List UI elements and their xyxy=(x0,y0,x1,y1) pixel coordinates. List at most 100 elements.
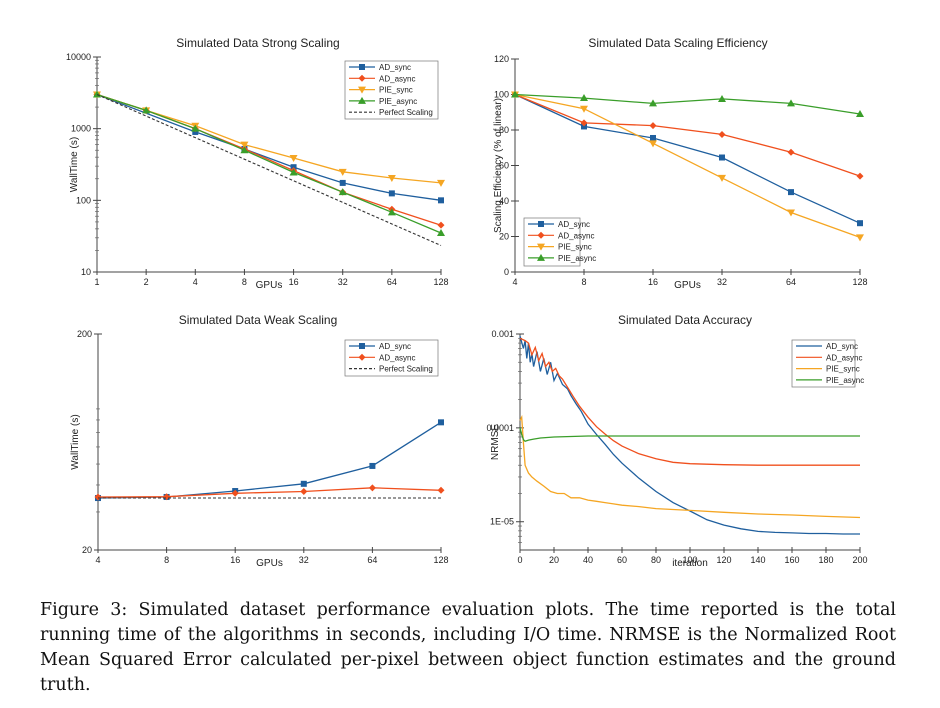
legend-label: Perfect Scaling xyxy=(379,365,433,374)
x-tick-label: 0 xyxy=(517,555,522,565)
series-line xyxy=(97,487,442,498)
series-line xyxy=(96,93,442,234)
legend-label: PIE_sync xyxy=(558,243,592,252)
data-point xyxy=(581,123,587,130)
x-tick-label: 8 xyxy=(164,555,169,565)
x-tick-label: 4 xyxy=(95,555,100,565)
data-point xyxy=(387,208,396,216)
data-point xyxy=(240,146,249,154)
x-axis-label: GPUs xyxy=(256,558,283,569)
data-point xyxy=(787,209,795,217)
legend-marker xyxy=(358,86,366,94)
chart-title: Simulated Data Strong Scaling xyxy=(176,36,339,50)
y-tick-label: 1000 xyxy=(71,124,91,134)
legend-label: AD_async xyxy=(379,74,415,83)
y-tick-label: 20 xyxy=(82,545,92,555)
chart-scaling-efficiency: Simulated Data Scaling Efficiency 0 20 40 60… xyxy=(493,36,868,291)
legend: AD_sync AD_async PIE_sync PIE_async Perfect … xyxy=(344,60,439,120)
legend-label: AD_async xyxy=(379,353,415,362)
x-tick-label: 128 xyxy=(433,277,448,287)
series-ad-async xyxy=(519,337,860,466)
x-tick-label: 32 xyxy=(338,277,348,287)
series-line xyxy=(519,335,860,535)
chart-strong-scaling: Simulated Data Strong Scaling 10 100 1000 10… xyxy=(66,36,449,291)
y-tick-label: 80 xyxy=(499,125,509,135)
legend-label: PIE_async xyxy=(826,376,864,385)
data-point xyxy=(580,94,588,102)
x-tick-label: 100 xyxy=(682,555,697,565)
y-tick-label: 1E-05 xyxy=(490,517,514,527)
legend-label: AD_async xyxy=(826,353,862,362)
data-point xyxy=(437,486,445,494)
legend-marker xyxy=(537,243,545,251)
data-point xyxy=(788,189,794,196)
legend-marker xyxy=(358,74,366,82)
x-tick-label: 32 xyxy=(717,277,727,287)
series-pie-sync xyxy=(511,91,864,242)
data-point xyxy=(437,221,445,229)
y-tick-label: 60 xyxy=(499,161,509,171)
chart-title: Simulated Data Accuracy xyxy=(618,313,752,327)
series-pie-sync xyxy=(519,414,861,519)
x-axis-label: iteration xyxy=(672,558,708,569)
y-axis-label: NRMSE xyxy=(490,424,501,460)
legend-label: PIE_sync xyxy=(826,365,860,374)
legend-marker xyxy=(358,96,366,104)
x-tick-label: 128 xyxy=(433,555,448,565)
x-tick-label: 4 xyxy=(193,277,198,287)
series-line xyxy=(519,414,861,519)
x-tick-label: 180 xyxy=(818,555,833,565)
data-point xyxy=(856,234,864,242)
x-tick-label: 200 xyxy=(852,555,867,565)
y-tick-label: 120 xyxy=(494,54,509,64)
chart-title: Simulated Data Scaling Efficiency xyxy=(588,36,767,50)
legend-box xyxy=(791,339,856,388)
x-tick-label: 8 xyxy=(242,277,247,287)
x-tick-label: 140 xyxy=(750,555,765,565)
y-axis-label: WallTime (s) xyxy=(70,414,81,469)
x-tick-label: 4 xyxy=(512,277,517,287)
data-point xyxy=(142,106,151,114)
y-tick-label: 10000 xyxy=(66,52,91,62)
x-tick-label: 64 xyxy=(387,277,397,287)
x-tick-label: 40 xyxy=(583,555,593,565)
series-line xyxy=(514,93,861,115)
data-point xyxy=(240,141,249,149)
data-point xyxy=(649,140,657,148)
data-point xyxy=(369,462,376,469)
series-line xyxy=(514,93,861,239)
legend: AD_sync AD_async Perfect Scaling xyxy=(344,339,439,377)
data-point xyxy=(437,229,445,237)
data-point xyxy=(339,179,346,186)
x-tick-label: 2 xyxy=(144,277,149,287)
data-point xyxy=(580,119,588,127)
x-tick-label: 64 xyxy=(367,555,377,565)
data-point xyxy=(300,488,308,496)
y-axis-label: WallTime (s) xyxy=(69,137,80,192)
y-tick-label: 100 xyxy=(76,195,91,205)
x-tick-label: 32 xyxy=(299,555,309,565)
legend-label: AD_sync xyxy=(379,342,411,351)
legend-label: AD_sync xyxy=(558,220,590,229)
series-line xyxy=(514,93,861,224)
series-line xyxy=(96,93,442,247)
legend-marker xyxy=(537,231,545,239)
chart-weak-scaling: Simulated Data Weak Scaling 20 200 4 8 16 32 64… xyxy=(70,313,449,569)
data-point xyxy=(289,154,298,162)
data-point xyxy=(368,484,376,492)
x-axis-label: GPUs xyxy=(674,280,701,291)
x-tick-label: 64 xyxy=(786,277,796,287)
legend-label: AD_sync xyxy=(826,342,858,351)
data-point xyxy=(94,493,102,501)
data-point xyxy=(787,148,795,156)
series-pie-async xyxy=(511,90,864,118)
legend-label: PIE_async xyxy=(558,254,596,263)
data-point xyxy=(338,168,347,176)
x-tick-label: 16 xyxy=(230,555,240,565)
x-tick-label: 60 xyxy=(617,555,627,565)
x-tick-label: 128 xyxy=(852,277,867,287)
data-point xyxy=(718,174,726,182)
data-point xyxy=(437,179,445,187)
data-point xyxy=(650,134,656,141)
